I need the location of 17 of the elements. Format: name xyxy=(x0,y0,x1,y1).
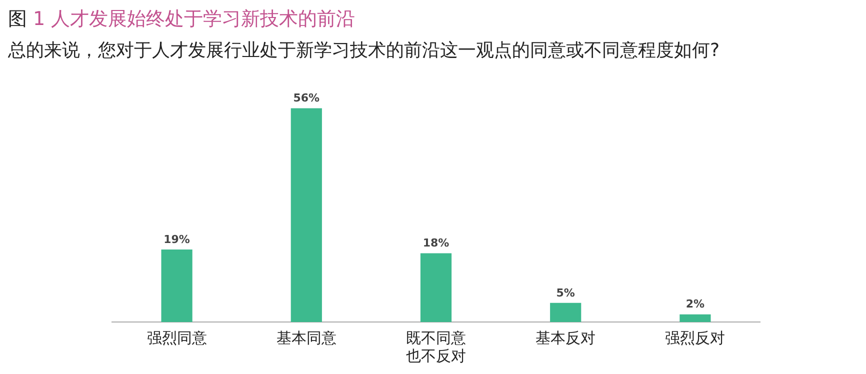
data-label: 5% xyxy=(556,286,575,300)
bar xyxy=(680,314,711,322)
bar xyxy=(550,302,582,322)
x-tick-label: 基本反对 xyxy=(536,328,596,347)
data-label: 18% xyxy=(422,236,450,250)
data-label: 56% xyxy=(293,92,320,105)
x-tick-label: 强烈同意 xyxy=(146,328,207,347)
data-label: 19% xyxy=(164,232,190,246)
bar xyxy=(161,249,192,322)
x-tick-label: 强烈反对 xyxy=(665,328,726,347)
x-tick-label: 基本同意 xyxy=(276,328,336,347)
bar xyxy=(420,253,452,322)
bar xyxy=(290,108,322,322)
chart-subtitle: 总的来说，您对于人才发展行业处于新学习技术的前沿这一观点的同意或不同意程度如何? xyxy=(8,39,720,62)
x-tick-label: 既不同意也不反对 xyxy=(406,328,466,365)
data-label: 2% xyxy=(686,298,705,311)
chart-title: 图 1 人才发展始终处于学习新技术的前沿 xyxy=(8,8,356,30)
